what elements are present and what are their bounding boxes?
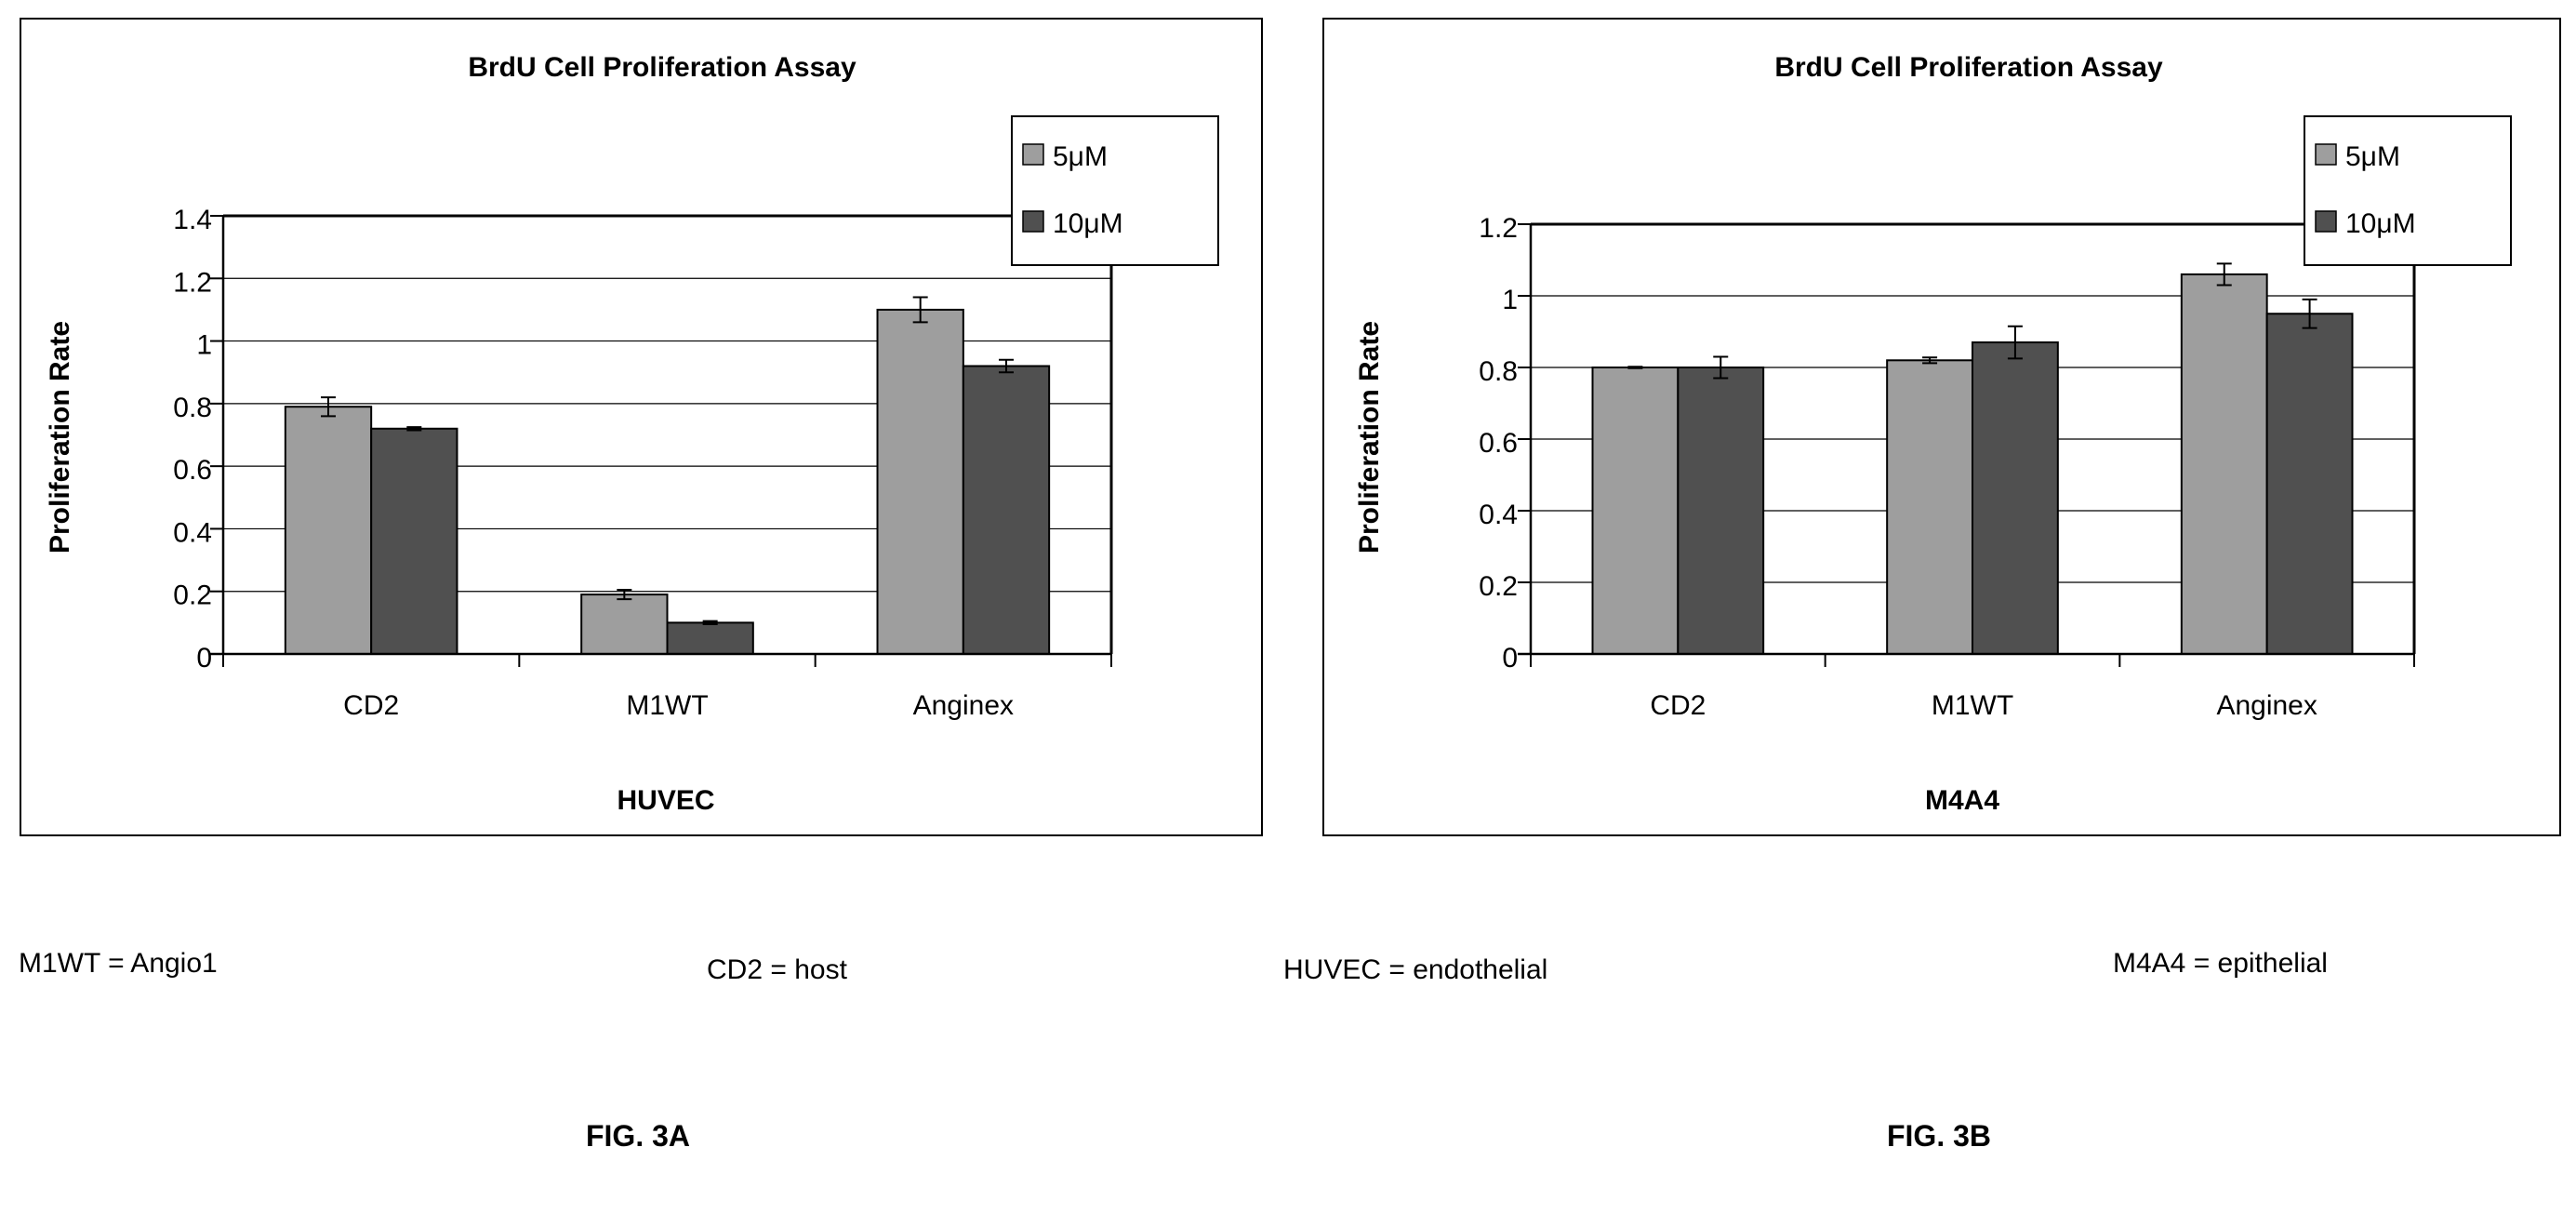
- panel-a-bar-anginex-5uM: [876, 308, 964, 655]
- panel-b-legend: 5μM 10μM: [2304, 115, 2512, 266]
- panel-b-legend-swatch-5uM: [2315, 143, 2337, 166]
- panel-a-legend: 5μM 10μM: [1011, 115, 1219, 266]
- panel-a-bar-m1wt-5uM: [580, 594, 669, 655]
- panel-a-bar-cd2-10uM: [370, 427, 458, 655]
- panel-b-y-tick-label: 1: [1502, 285, 1518, 315]
- panel-b-y-tick-label: 0.8: [1479, 356, 1518, 387]
- panel-b-bar-m1wt-10uM: [1972, 341, 2059, 655]
- panel-a-y-tick-label: 0.6: [173, 455, 212, 486]
- panel-b-y-tick-label: 0.4: [1479, 500, 1518, 530]
- panel-a-y-axis-label: Proliferation Rate: [45, 321, 75, 554]
- panel-b-category-label-cd2: CD2: [1650, 690, 1706, 721]
- panel-a-legend-box: [1011, 115, 1219, 266]
- figure-label-3a: FIG. 3A: [586, 1119, 690, 1153]
- note-huvec-definition: HUVEC = endothelial: [1283, 954, 1547, 985]
- panel-b-legend-box: [2304, 115, 2512, 266]
- panel-b-legend-label-5uM: 5μM: [2345, 141, 2400, 172]
- panel-a-y-tick-label: 0.4: [173, 517, 212, 548]
- panel-a-y-tick-label: 1.4: [173, 205, 212, 235]
- panel-a-y-tick-label: 0.8: [173, 393, 212, 423]
- panel-b-category-label-m1wt: M1WT: [1932, 690, 2013, 721]
- panel-b-y-tick-label: 0: [1502, 643, 1518, 674]
- panel-a-x-axis-label: HUVEC: [617, 785, 714, 816]
- panel-a-category-label-cd2: CD2: [343, 690, 399, 721]
- panel-b-bar-cd2-10uM: [1677, 367, 1765, 655]
- panel-a-plot-area: 0 0.2 0.4 0.6 0.8 1 1.2 1.4 CD2 M1WT Anginex: [173, 205, 1113, 721]
- chart-panel-b: BrdU Cell Proliferation Assay Proliferat…: [1322, 18, 2561, 836]
- panel-a-y-tick-label: 0: [196, 643, 212, 674]
- figure-label-3b: FIG. 3B: [1887, 1119, 1991, 1153]
- panel-b-legend-swatch-10uM: [2315, 210, 2337, 233]
- chart-panel-a: BrdU Cell Proliferation Assay Proliferat…: [20, 18, 1263, 836]
- panel-b-x-axis-label: M4A4: [1925, 785, 1999, 816]
- panel-a-bar-anginex-10uM: [962, 365, 1051, 655]
- panel-a-legend-swatch-5uM: [1022, 143, 1044, 166]
- panel-a-title: BrdU Cell Proliferation Assay: [468, 52, 856, 83]
- panel-a-y-tick-label: 1: [196, 330, 212, 361]
- note-m4a4-definition: M4A4 = epithelial: [2113, 948, 2328, 979]
- note-cd2-definition: CD2 = host: [707, 954, 848, 985]
- panel-a-legend-label-5uM: 5μM: [1053, 141, 1108, 172]
- panel-b-bar-anginex-10uM: [2265, 313, 2354, 655]
- panel-b-legend-label-10uM: 10μM: [2345, 208, 2416, 239]
- panel-b-category-label-anginex: Anginex: [2216, 690, 2317, 721]
- panel-a-legend-label-10uM: 10μM: [1053, 208, 1123, 239]
- panel-a-bar-cd2-5uM: [284, 406, 373, 655]
- panel-b-y-axis-label: Proliferation Rate: [1354, 321, 1385, 554]
- panel-b-bar-cd2-5uM: [1591, 367, 1680, 655]
- panel-b-y-tick-label: 1.2: [1479, 213, 1518, 244]
- panel-b-bar-anginex-5uM: [2180, 273, 2268, 655]
- panel-b-plot-area: 0 0.2 0.4 0.6 0.8 1 1.2 CD2 M1WT Anginex: [1479, 213, 2416, 721]
- panel-a-y-tick-label: 1.2: [173, 267, 212, 298]
- panel-a-legend-swatch-10uM: [1022, 210, 1044, 233]
- panel-a-category-label-m1wt: M1WT: [626, 690, 708, 721]
- panel-a-y-tick-label: 0.2: [173, 580, 212, 611]
- panel-b-y-tick-label: 0.6: [1479, 428, 1518, 459]
- panel-b-title: BrdU Cell Proliferation Assay: [1774, 52, 2163, 83]
- panel-a-bar-m1wt-10uM: [666, 621, 754, 655]
- panel-a-category-label-anginex: Anginex: [913, 690, 1014, 721]
- panel-b-y-tick-label: 0.2: [1479, 571, 1518, 602]
- panel-b-bar-m1wt-5uM: [1886, 359, 1973, 655]
- note-m1wt-definition: M1WT = Angio1: [19, 948, 218, 979]
